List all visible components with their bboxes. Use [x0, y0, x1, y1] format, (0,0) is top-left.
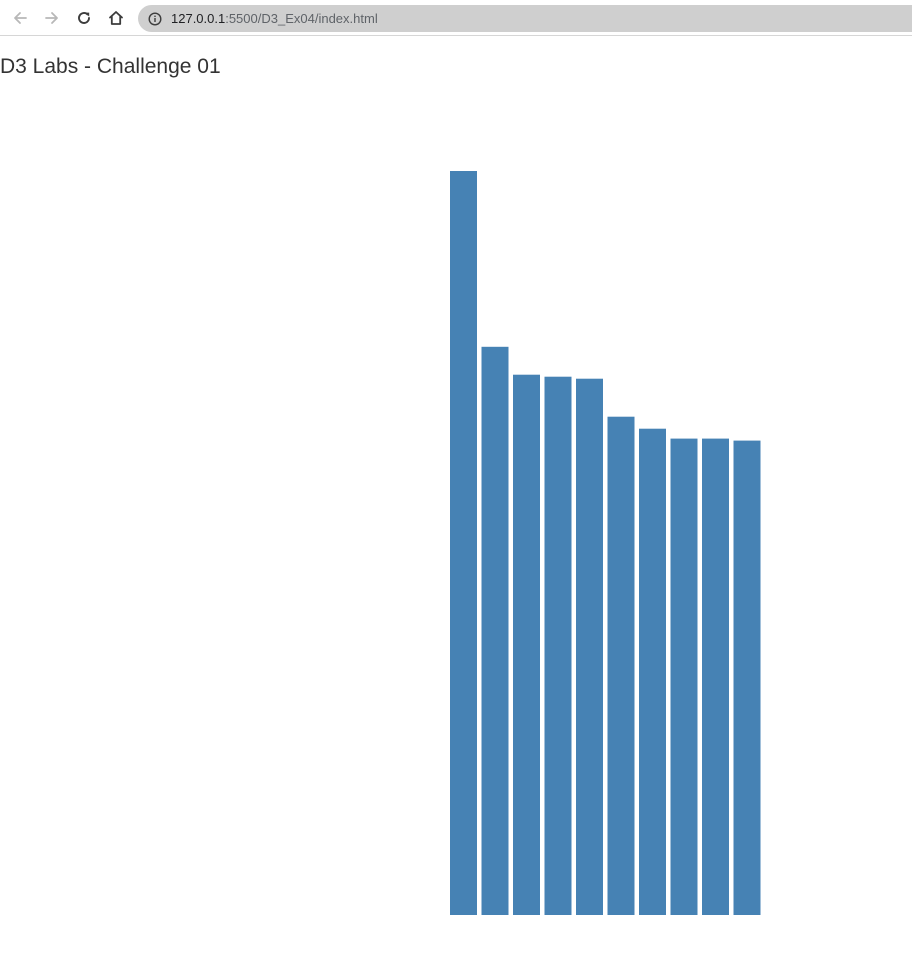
back-button[interactable] [8, 6, 32, 30]
bar-6 [607, 416, 635, 915]
url-path: :5500/D3_Ex04/index.html [225, 11, 378, 26]
bar-8 [670, 438, 698, 915]
info-icon[interactable] [148, 11, 162, 26]
back-arrow-icon [11, 9, 29, 27]
forward-arrow-icon [43, 9, 61, 27]
bar-chart [450, 171, 761, 915]
browser-toolbar: 127.0.0.1:5500/D3_Ex04/index.html [0, 0, 912, 36]
reload-button[interactable] [72, 6, 96, 30]
address-bar[interactable]: 127.0.0.1:5500/D3_Ex04/index.html [138, 5, 912, 32]
url-host: 127.0.0.1 [171, 11, 226, 26]
home-icon [107, 9, 125, 27]
reload-icon [75, 9, 93, 27]
bar-3 [513, 374, 540, 915]
url-text: 127.0.0.1:5500/D3_Ex04/index.html [171, 11, 378, 26]
page-content: D3 Labs - Challenge 01 [0, 37, 912, 956]
bar-4 [544, 376, 572, 915]
home-button[interactable] [104, 6, 128, 30]
bar-5 [576, 378, 603, 915]
bar-7 [639, 428, 666, 915]
forward-button[interactable] [40, 6, 64, 30]
bar-9 [702, 438, 729, 915]
bar-2 [481, 346, 509, 915]
page-title: D3 Labs - Challenge 01 [0, 55, 221, 78]
bar-10 [733, 440, 761, 915]
bar-1 [450, 171, 477, 915]
